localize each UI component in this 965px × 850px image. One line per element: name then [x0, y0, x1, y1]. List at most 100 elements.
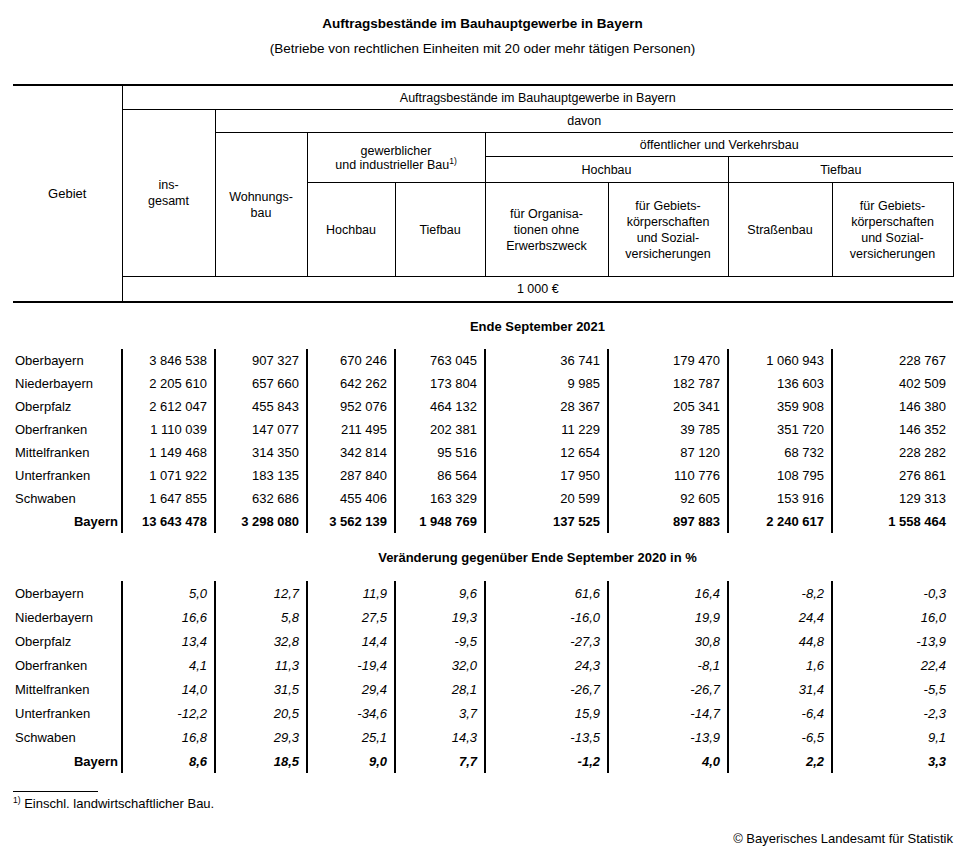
section-title-row: Ende September 2021: [13, 302, 953, 349]
gewerblich-line1: gewerblicher: [361, 144, 432, 158]
col-header-gebiet: Gebiet: [13, 85, 122, 302]
footnote: 1) Einschl. landwirtschaftlicher Bau.: [13, 795, 965, 811]
value-cell: 5,0: [122, 581, 215, 605]
value-cell: -26,7: [485, 677, 608, 701]
footnote-text: Einschl. landwirtschaftlicher Bau.: [21, 796, 215, 811]
value-cell: 287 840: [307, 464, 395, 487]
table-row: Oberpfalz2 612 047455 843952 076464 1322…: [13, 395, 953, 418]
value-cell: 32,8: [215, 629, 307, 653]
value-cell: 68 732: [728, 441, 832, 464]
value-cell: 179 470: [608, 349, 728, 372]
value-cell: -27,3: [485, 629, 608, 653]
value-cell: 3 846 538: [122, 349, 215, 372]
value-cell: 897 883: [608, 510, 728, 533]
value-cell: -13,5: [485, 725, 608, 749]
value-cell: 211 495: [307, 418, 395, 441]
value-cell: 16,4: [608, 581, 728, 605]
section-title: Ende September 2021: [122, 302, 953, 349]
region-label: Oberfranken: [13, 653, 122, 677]
value-cell: 1,6: [728, 653, 832, 677]
value-cell: 95 516: [395, 441, 485, 464]
value-cell: 342 814: [307, 441, 395, 464]
value-cell: 2 612 047: [122, 395, 215, 418]
value-cell: 16,8: [122, 725, 215, 749]
value-cell: 29,3: [215, 725, 307, 749]
value-cell: -6,4: [728, 701, 832, 725]
table-row: Oberfranken4,111,3-19,432,024,3-8,11,622…: [13, 653, 953, 677]
value-cell: -12,2: [122, 701, 215, 725]
table-row: Niederbayern16,65,827,519,3-16,019,924,4…: [13, 605, 953, 629]
table-row: Schwaben16,829,325,114,3-13,5-13,9-6,59,…: [13, 725, 953, 749]
page-title: Auftragsbestände im Bauhauptgewerbe in B…: [0, 16, 965, 31]
value-cell: 202 381: [395, 418, 485, 441]
value-cell: 464 132: [395, 395, 485, 418]
region-label: Schwaben: [13, 487, 122, 510]
value-cell: -0,3: [832, 581, 953, 605]
footnote-rule: [13, 791, 98, 792]
value-cell: 670 246: [307, 349, 395, 372]
value-cell: 1 558 464: [832, 510, 953, 533]
table-row: Mittelfranken14,031,529,428,1-26,7-26,73…: [13, 677, 953, 701]
value-cell: 87 120: [608, 441, 728, 464]
table-row: Niederbayern2 205 610657 660642 262173 8…: [13, 372, 953, 395]
value-cell: 12,7: [215, 581, 307, 605]
region-label: Niederbayern: [13, 605, 122, 629]
value-cell: 129 313: [832, 487, 953, 510]
value-cell: 1 948 769: [395, 510, 485, 533]
value-cell: 2,2: [728, 749, 832, 773]
value-cell: 19,9: [608, 605, 728, 629]
footnote-ref-marker: 1): [449, 155, 457, 165]
value-cell: 14,0: [122, 677, 215, 701]
region-label: Schwaben: [13, 725, 122, 749]
copyright: © Bayerisches Landesamt für Statistik: [0, 831, 953, 846]
value-cell: 1 110 039: [122, 418, 215, 441]
value-cell: 137 525: [485, 510, 608, 533]
table-row: Mittelfranken1 149 468314 350342 81495 5…: [13, 441, 953, 464]
value-cell: 13,4: [122, 629, 215, 653]
value-cell: 7,7: [395, 749, 485, 773]
table-row: Oberbayern3 846 538907 327670 246763 045…: [13, 349, 953, 372]
page-subtitle: (Betriebe von rechtlichen Einheiten mit …: [0, 41, 965, 56]
value-cell: 1 647 855: [122, 487, 215, 510]
value-cell: 163 329: [395, 487, 485, 510]
table-row: Schwaben1 647 855632 686455 406163 32920…: [13, 487, 953, 510]
value-cell: 173 804: [395, 372, 485, 395]
col-header-insgesamt: ins- gesamt: [122, 110, 215, 277]
value-cell: 110 776: [608, 464, 728, 487]
section-title-row: Veränderung gegenüber Ende September 202…: [13, 533, 953, 581]
value-cell: 952 076: [307, 395, 395, 418]
section-title-spacer: [13, 533, 122, 581]
col-header-fuer-gebietskoerperschaften-hochbau: für Gebiets- körperschaften und Sozial- …: [608, 183, 728, 277]
region-label: Oberpfalz: [13, 395, 122, 418]
region-label: Mittelfranken: [13, 441, 122, 464]
value-cell: 9 985: [485, 372, 608, 395]
value-cell: 20 599: [485, 487, 608, 510]
value-cell: 1 060 943: [728, 349, 832, 372]
gewerblich-line2: und industrieller Bau: [335, 158, 449, 172]
col-header-tiefbau: Tiefbau: [395, 183, 485, 277]
value-cell: 1 149 468: [122, 441, 215, 464]
value-cell: 16,0: [832, 605, 953, 629]
value-cell: 108 795: [728, 464, 832, 487]
value-cell: 907 327: [215, 349, 307, 372]
value-cell: 205 341: [608, 395, 728, 418]
col-header-oeffentlich-hochbau: Hochbau: [485, 157, 728, 183]
value-cell: 9,0: [307, 749, 395, 773]
table-row: Oberbayern5,012,711,99,661,616,4-8,2-0,3: [13, 581, 953, 605]
value-cell: 9,6: [395, 581, 485, 605]
value-cell: 11,9: [307, 581, 395, 605]
value-cell: 36 741: [485, 349, 608, 372]
value-cell: 3,7: [395, 701, 485, 725]
col-header-wohnungsbau: Wohnungs- bau: [215, 133, 307, 277]
value-cell: 39 785: [608, 418, 728, 441]
statistics-table: Gebiet Auftragsbestände im Bauhauptgewer…: [13, 84, 954, 773]
value-cell: 182 787: [608, 372, 728, 395]
value-cell: 146 352: [832, 418, 953, 441]
value-cell: 5,8: [215, 605, 307, 629]
value-cell: 12 654: [485, 441, 608, 464]
table-header: Gebiet Auftragsbestände im Bauhauptgewer…: [13, 85, 953, 302]
value-cell: 4,0: [608, 749, 728, 773]
unit-row: 1 000 €: [122, 277, 953, 303]
value-cell: 17 950: [485, 464, 608, 487]
value-cell: 228 282: [832, 441, 953, 464]
